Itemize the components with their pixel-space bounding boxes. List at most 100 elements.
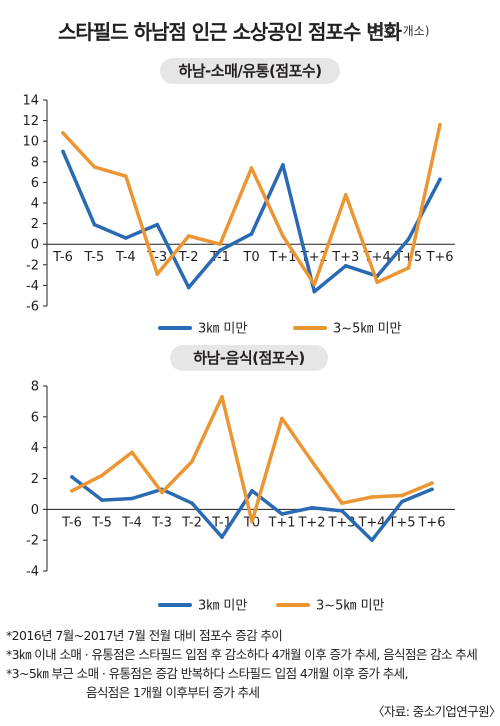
data-point bbox=[61, 131, 65, 135]
x-tick-label: T-2 bbox=[178, 250, 199, 265]
data-point bbox=[100, 473, 104, 478]
data-point bbox=[281, 234, 285, 238]
data-point bbox=[218, 242, 222, 246]
y-tick-label: 6 bbox=[31, 410, 39, 425]
y-tick-label: 8 bbox=[31, 155, 39, 170]
x-tick-label: T-4 bbox=[121, 515, 142, 530]
data-point bbox=[375, 280, 379, 285]
x-tick-label: T-2 bbox=[181, 515, 202, 530]
data-point bbox=[400, 493, 404, 498]
x-tick-label: T+1 bbox=[267, 515, 295, 530]
data-point bbox=[430, 481, 434, 485]
data-point bbox=[190, 459, 194, 464]
legend-label-0: 3㎞ 미만 bbox=[198, 322, 247, 337]
data-point bbox=[310, 505, 314, 510]
data-point bbox=[100, 498, 104, 502]
data-point bbox=[70, 489, 74, 493]
data-point bbox=[130, 496, 134, 501]
series-line-1 bbox=[70, 395, 434, 524]
y-tick-label: 10 bbox=[22, 135, 39, 150]
data-point bbox=[340, 509, 344, 513]
data-point bbox=[406, 266, 411, 270]
data-point bbox=[340, 501, 344, 505]
data-point bbox=[312, 282, 317, 287]
y-tick-label: -4 bbox=[26, 279, 39, 294]
x-tick-label: T+6 bbox=[417, 515, 445, 530]
x-tick-label: T+6 bbox=[425, 250, 453, 265]
data-point bbox=[310, 459, 314, 464]
data-point bbox=[438, 122, 442, 127]
source-label: 〈자료: 중소기업연구원〉 bbox=[372, 704, 500, 719]
x-tick-label: T+2 bbox=[297, 515, 325, 530]
x-tick-label: T-6 bbox=[52, 250, 73, 265]
footnote-4: 음식점은 1개월 이후부터 증가 추세 bbox=[86, 685, 260, 700]
chart1-title: 하남-소매/유통(점포수) bbox=[160, 58, 340, 84]
data-point bbox=[130, 450, 134, 455]
data-point bbox=[430, 487, 434, 492]
y-tick-label: 2 bbox=[31, 217, 39, 232]
y-tick-label: 12 bbox=[22, 114, 39, 129]
chart2-food: 86420-2-4T-6T-5T-4T-3T-2T-1T0T+1T+2T+3T+… bbox=[26, 380, 455, 614]
chart2-title: 하남-음식(점포수) bbox=[170, 345, 328, 371]
legend-label-0: 3㎞ 미만 bbox=[198, 599, 247, 614]
page-title: 스타필드 하남점 인근 소상공인 점포수 변화 bbox=[58, 20, 402, 44]
x-tick-label: T+5 bbox=[387, 515, 415, 530]
footnote-2: *3㎞ 이내 소매 · 유통점은 스타필드 입점 후 감소하다 4개월 이후 증… bbox=[6, 647, 478, 662]
y-tick-label: -2 bbox=[26, 258, 39, 273]
series-line-0 bbox=[70, 475, 434, 542]
data-point bbox=[250, 519, 254, 524]
y-tick-label: -6 bbox=[26, 300, 39, 315]
x-tick-label: T-5 bbox=[84, 250, 105, 265]
data-point bbox=[280, 512, 284, 516]
data-point bbox=[438, 177, 442, 182]
data-point bbox=[281, 163, 285, 167]
x-tick-label: T-3 bbox=[151, 515, 172, 530]
data-point bbox=[92, 165, 97, 169]
y-tick-label: 0 bbox=[31, 238, 39, 253]
header: 스타필드 하남점 인근 소상공인 점포수 변화 (단위: 개소) bbox=[0, 6, 500, 46]
x-tick-label: T+4 bbox=[357, 515, 385, 530]
footnote-1: *2016년 7월~2017년 7월 전월 대비 점포수 증감 추이 bbox=[6, 628, 283, 643]
data-point bbox=[249, 166, 254, 170]
y-tick-label: -4 bbox=[26, 565, 39, 580]
x-tick-label: T-1 bbox=[209, 250, 230, 265]
data-point bbox=[124, 236, 128, 240]
data-point bbox=[370, 495, 374, 499]
data-point bbox=[370, 538, 374, 542]
footnote-3: *3~5㎞ 부근 소매 · 유통점은 증감 반복하다 스타필드 입점 4개월 이… bbox=[6, 666, 409, 681]
data-point bbox=[190, 501, 194, 505]
x-tick-label: T+1 bbox=[268, 250, 296, 265]
y-tick-label: -2 bbox=[26, 534, 39, 549]
data-point bbox=[61, 149, 65, 154]
data-point bbox=[343, 192, 348, 197]
data-point bbox=[218, 248, 222, 253]
data-point bbox=[250, 489, 254, 493]
data-point bbox=[70, 475, 74, 479]
y-tick-label: 14 bbox=[22, 94, 39, 109]
y-tick-label: 6 bbox=[31, 176, 39, 191]
data-point bbox=[186, 234, 191, 238]
data-point bbox=[155, 222, 160, 227]
y-tick-label: 4 bbox=[31, 441, 39, 456]
data-point bbox=[92, 222, 97, 227]
data-point bbox=[220, 394, 224, 399]
data-point bbox=[400, 499, 404, 504]
data-point bbox=[160, 490, 164, 495]
x-tick-label: T-6 bbox=[61, 515, 82, 530]
data-point bbox=[280, 416, 284, 421]
x-tick-label: T-1 bbox=[211, 515, 232, 530]
x-tick-label: T+3 bbox=[331, 250, 359, 265]
legend-label-1: 3~5㎞ 미만 bbox=[333, 322, 402, 337]
x-tick-label: T-4 bbox=[115, 250, 136, 265]
data-point bbox=[343, 264, 348, 268]
y-tick-label: 4 bbox=[31, 197, 39, 212]
data-point bbox=[249, 232, 254, 236]
data-point bbox=[186, 285, 191, 290]
y-tick-label: 8 bbox=[31, 380, 39, 395]
x-tick-label: T0 bbox=[242, 250, 259, 265]
data-point bbox=[406, 237, 411, 241]
x-tick-label: T+5 bbox=[394, 250, 422, 265]
y-tick-label: 0 bbox=[31, 503, 39, 518]
unit-label: (단위: 개소) bbox=[368, 24, 430, 38]
